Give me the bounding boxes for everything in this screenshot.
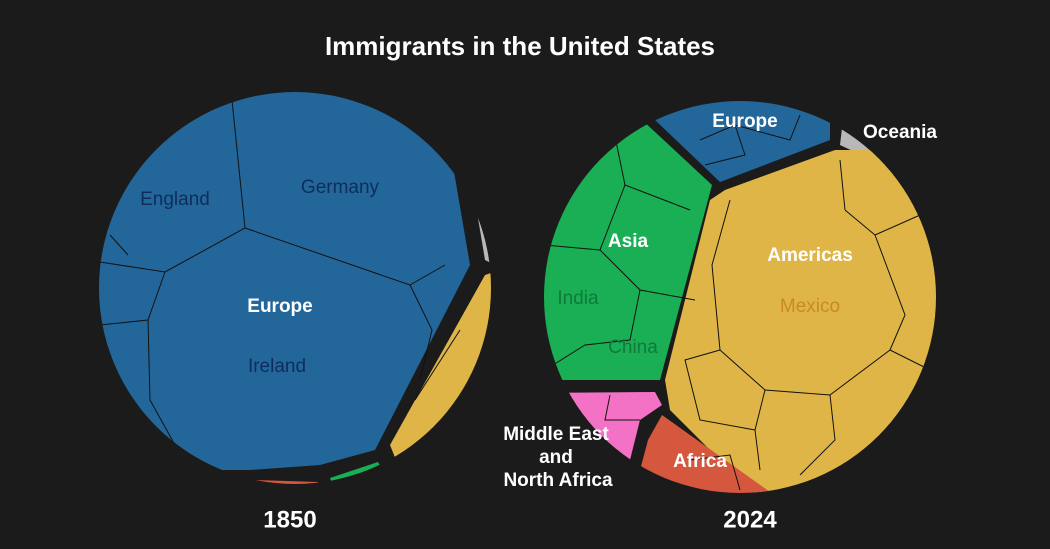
country-label: China [608, 337, 658, 358]
country-label: Mexico [780, 296, 840, 317]
cell-line [544, 244, 601, 251]
region-europe [99, 92, 470, 470]
region-label: Europe [247, 296, 312, 317]
region-europe [620, 101, 830, 182]
region-oceania [475, 190, 491, 265]
cell-line [699, 114, 801, 141]
region-label: Europe [712, 111, 777, 132]
region-mena [200, 465, 245, 484]
cell-line [874, 214, 921, 236]
country-label: Ireland [248, 356, 306, 377]
region-asia [330, 462, 385, 484]
title: Immigrants in the United States [325, 31, 715, 61]
cell-line [99, 319, 149, 326]
cell-line [799, 394, 836, 476]
cell-line [409, 284, 433, 381]
country-label: India [557, 288, 599, 309]
region-label: Middle East [503, 424, 609, 445]
year-label: 2024 [723, 506, 777, 533]
cell-line [704, 124, 746, 166]
cell-line [684, 349, 756, 431]
region-label: and [539, 447, 573, 468]
circle-1850 [99, 92, 491, 484]
region-label: North Africa [503, 470, 613, 491]
region-label: Asia [608, 231, 649, 252]
cell-line [839, 159, 846, 211]
region-label: Oceania [863, 122, 937, 143]
cell-line [414, 329, 461, 401]
cell-line [604, 394, 640, 421]
cell-line [689, 454, 741, 491]
cell-line [544, 289, 641, 371]
cell-line [147, 271, 176, 446]
region-label: Americas [767, 245, 853, 266]
country-label: Germany [301, 177, 380, 198]
year-label: 1850 [263, 506, 316, 533]
region-africa [255, 480, 318, 484]
cell-line [99, 99, 246, 273]
cell-line [599, 184, 696, 301]
country-label: England [140, 189, 210, 210]
region-label: Africa [673, 451, 727, 472]
region-africa [640, 415, 770, 493]
cell-line [109, 234, 129, 256]
